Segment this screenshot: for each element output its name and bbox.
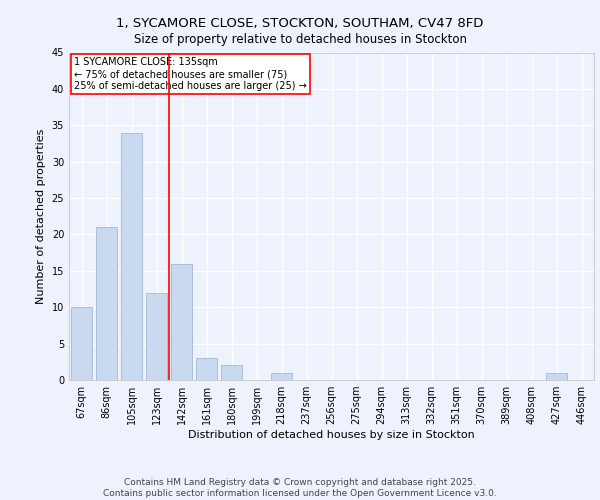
Text: Size of property relative to detached houses in Stockton: Size of property relative to detached ho… — [133, 32, 467, 46]
Text: Contains HM Land Registry data © Crown copyright and database right 2025.
Contai: Contains HM Land Registry data © Crown c… — [103, 478, 497, 498]
Bar — [171, 264, 192, 380]
Bar — [221, 366, 242, 380]
X-axis label: Distribution of detached houses by size in Stockton: Distribution of detached houses by size … — [188, 430, 475, 440]
Bar — [71, 307, 92, 380]
Bar — [271, 372, 292, 380]
Text: 1 SYCAMORE CLOSE: 135sqm
← 75% of detached houses are smaller (75)
25% of semi-d: 1 SYCAMORE CLOSE: 135sqm ← 75% of detach… — [74, 58, 307, 90]
Bar — [146, 292, 167, 380]
Bar — [96, 227, 117, 380]
Y-axis label: Number of detached properties: Number of detached properties — [36, 128, 46, 304]
Bar — [121, 132, 142, 380]
Text: 1, SYCAMORE CLOSE, STOCKTON, SOUTHAM, CV47 8FD: 1, SYCAMORE CLOSE, STOCKTON, SOUTHAM, CV… — [116, 18, 484, 30]
Bar — [196, 358, 217, 380]
Bar — [546, 372, 567, 380]
